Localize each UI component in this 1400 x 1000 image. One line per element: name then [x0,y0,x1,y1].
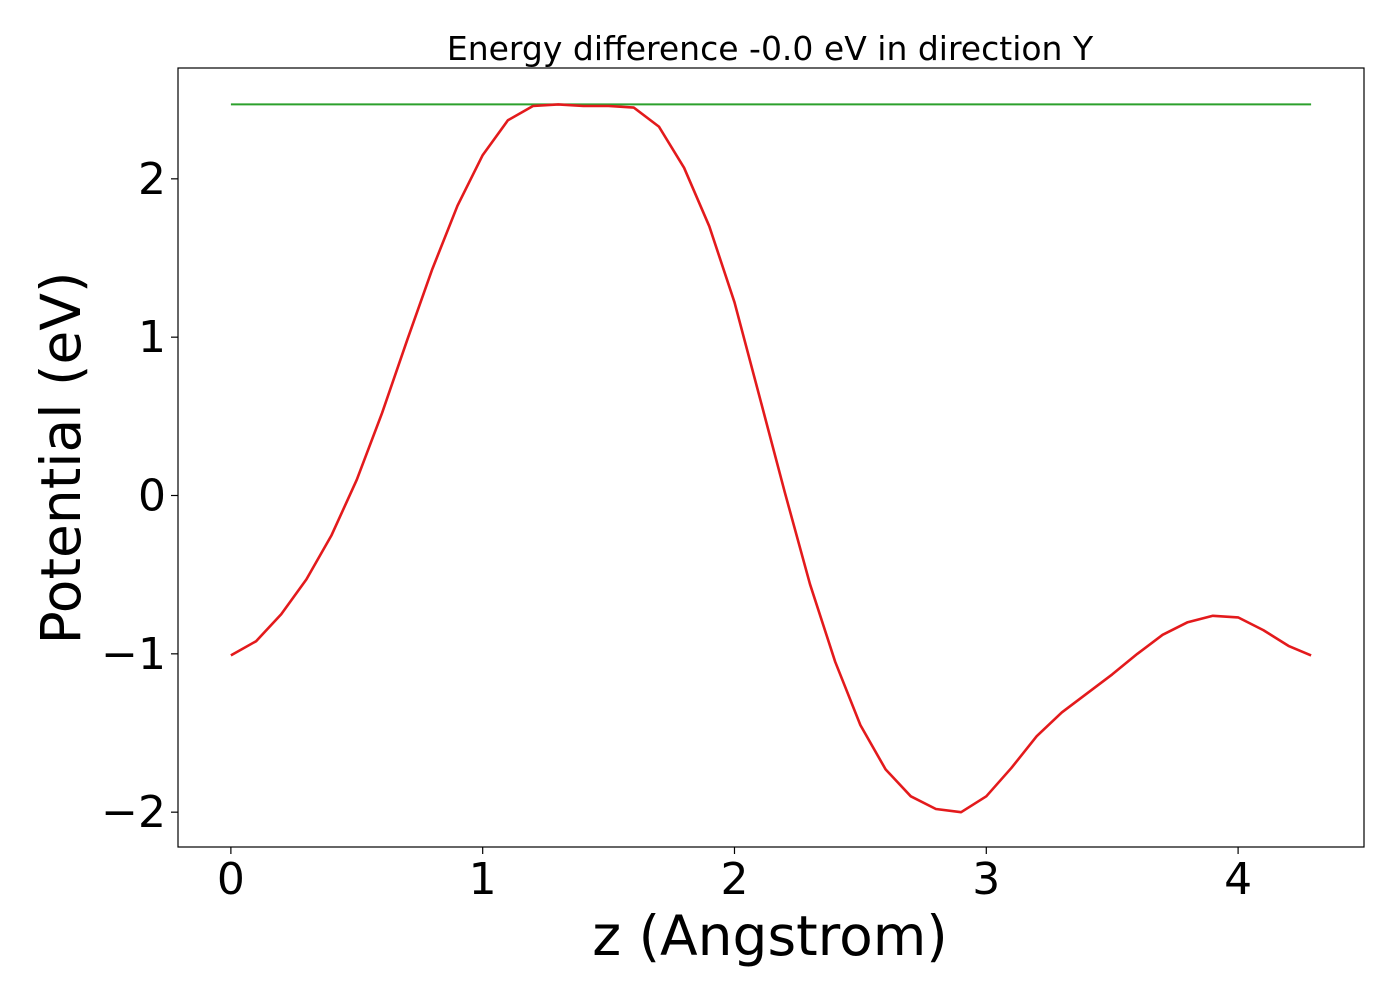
y-tick-label: 1 [138,312,166,363]
x-tick-label: 1 [469,854,497,905]
y-tick-label: 0 [138,471,166,522]
tick-layer: 0 1 2 3 4 −2 −1 0 1 2 [101,154,1252,905]
plot-frame [177,67,1365,848]
x-tick-label: 3 [972,854,1000,905]
y-tick-label: −1 [101,629,166,680]
series-layer [230,103,1312,814]
y-axis-label: Potential (eV) [29,272,93,645]
chart-title: Energy difference -0.0 eV in direction Y [447,29,1094,68]
series-line-1 [230,103,1312,814]
x-axis-label: z (Angstrom) [592,904,948,968]
y-tick-label: 2 [138,154,166,205]
y-tick-label: −2 [101,787,166,838]
x-tick-label: 4 [1224,854,1252,905]
x-tick-label: 0 [217,854,245,905]
x-tick-label: 2 [720,854,748,905]
